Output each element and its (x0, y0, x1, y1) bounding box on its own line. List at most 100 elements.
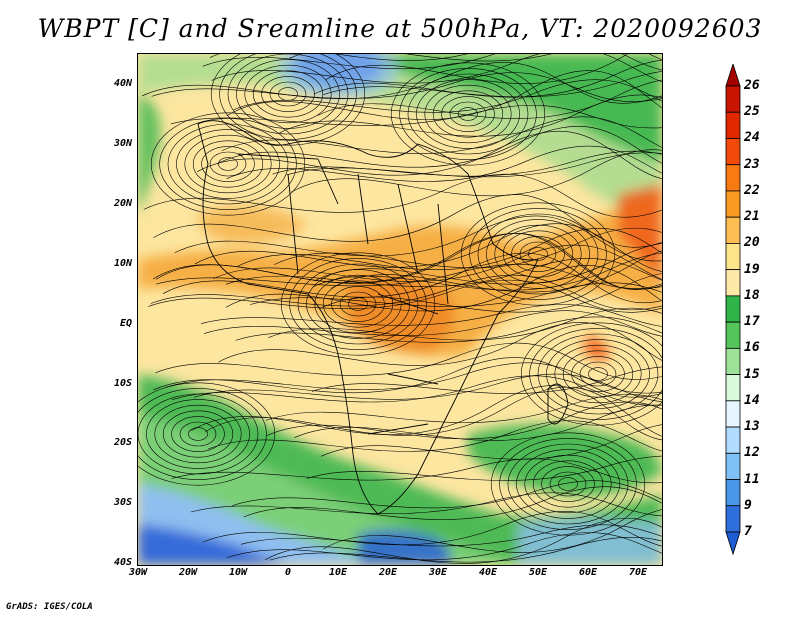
streamline (170, 105, 662, 129)
streamline (235, 316, 662, 343)
streamline (155, 263, 662, 289)
lat-label-40n: 40N (113, 78, 132, 89)
streamline (150, 274, 662, 311)
streamline (162, 252, 662, 304)
streamline (174, 215, 662, 262)
streamline (226, 70, 662, 120)
streamline (151, 72, 662, 102)
streamline (237, 227, 662, 270)
streamline-swirl (138, 382, 276, 486)
streamline-swirl (218, 157, 238, 171)
streamline-swirl (146, 399, 250, 469)
streamline (264, 517, 662, 564)
streamline-swirl (348, 297, 368, 311)
streamline-swirl (424, 84, 512, 144)
streamline (240, 524, 662, 547)
streamline (197, 130, 662, 179)
colorbar-level-label: 11 (744, 471, 760, 487)
colorbar-level-label: 21 (744, 209, 760, 225)
streamline-swirl (546, 339, 650, 409)
streamline (286, 152, 662, 178)
streamline (190, 492, 662, 517)
colorbar-level-label: 16 (744, 340, 760, 356)
streamline (272, 150, 662, 177)
lat-label-40s: 40S (113, 557, 132, 568)
colorbar-swatch (725, 243, 741, 271)
colorbar-swatch (725, 111, 741, 139)
streamline (165, 362, 662, 394)
streamline (153, 357, 662, 398)
colorbar-swatch (725, 269, 741, 297)
map-plot-area (137, 53, 663, 566)
streamline (143, 173, 662, 218)
streamline-swirl (289, 258, 427, 350)
streamline (265, 401, 662, 440)
streamline (211, 54, 662, 84)
streamline (227, 532, 662, 561)
streamline (331, 250, 662, 293)
streamline (250, 282, 662, 307)
streamline (291, 149, 662, 197)
streamline-swirl (541, 466, 595, 502)
streamline (232, 480, 662, 509)
streamline-swirl (209, 151, 247, 177)
lat-label-eq: EQ (119, 318, 132, 329)
streamline (171, 375, 662, 406)
colorbar-level-label: 22 (744, 182, 760, 198)
lon-label-10e: 10E (328, 567, 348, 578)
streamline (323, 71, 662, 98)
lon-label-50e: 50E (528, 567, 548, 578)
streamline (226, 145, 662, 182)
colorbar-swatch (725, 138, 741, 166)
lat-label-10n: 10N (113, 258, 132, 269)
streamline-swirl (184, 134, 272, 194)
colorbar-level-label: 23 (744, 156, 760, 172)
streamline-swirl (549, 471, 587, 497)
streamline (306, 455, 662, 481)
streamline-swirl (162, 410, 234, 458)
streamline (268, 307, 662, 341)
colorbar-swatch (725, 531, 741, 556)
streamline-swirl (529, 328, 662, 420)
streamline-swirl (252, 70, 324, 118)
lat-label-20n: 20N (113, 198, 132, 209)
streamline-swirl (399, 68, 537, 160)
streamline-swirl (227, 54, 349, 135)
streamline-swirl (179, 421, 217, 447)
colorbar-swatch (725, 426, 741, 454)
colorbar-level-label: 13 (744, 419, 760, 435)
streamline-swirl (390, 62, 546, 166)
streamline (171, 458, 662, 484)
coastlines (197, 120, 569, 515)
streamline (216, 125, 662, 168)
colorbar-level-label: 20 (744, 235, 760, 251)
colorbar-swatch (725, 452, 741, 480)
streamline (142, 61, 662, 104)
lon-label-10w: 10W (228, 567, 248, 578)
streamline (218, 322, 662, 366)
streamline-swirl (499, 438, 637, 530)
lat-label-20s: 20S (113, 437, 132, 448)
colorbar-swatch (725, 64, 741, 87)
streamline (243, 486, 662, 520)
streamline-swirl (486, 219, 590, 289)
streamline-swirl (528, 247, 548, 261)
colorbar-swatch (725, 505, 741, 533)
colorbar-level-label: 15 (744, 366, 760, 382)
lat-label-10s: 10S (113, 378, 132, 389)
streamline (202, 54, 662, 71)
streamline-swirl (314, 274, 402, 334)
lon-label-20w: 20W (178, 567, 198, 578)
streamline-swirl (558, 477, 578, 491)
streamline-swirl (269, 81, 307, 107)
streamline (312, 252, 662, 291)
streamline-swirl (477, 213, 599, 295)
streamline (325, 54, 629, 84)
streamline (209, 54, 662, 61)
streamline (191, 385, 662, 441)
colorbar-swatch (725, 216, 741, 244)
streamline (205, 386, 662, 437)
streamline-swirl (280, 252, 436, 356)
lon-label-40e: 40E (478, 567, 498, 578)
map-title: WBPT [C] and Sreamline at 500hPa, VT: 20… (37, 14, 763, 43)
